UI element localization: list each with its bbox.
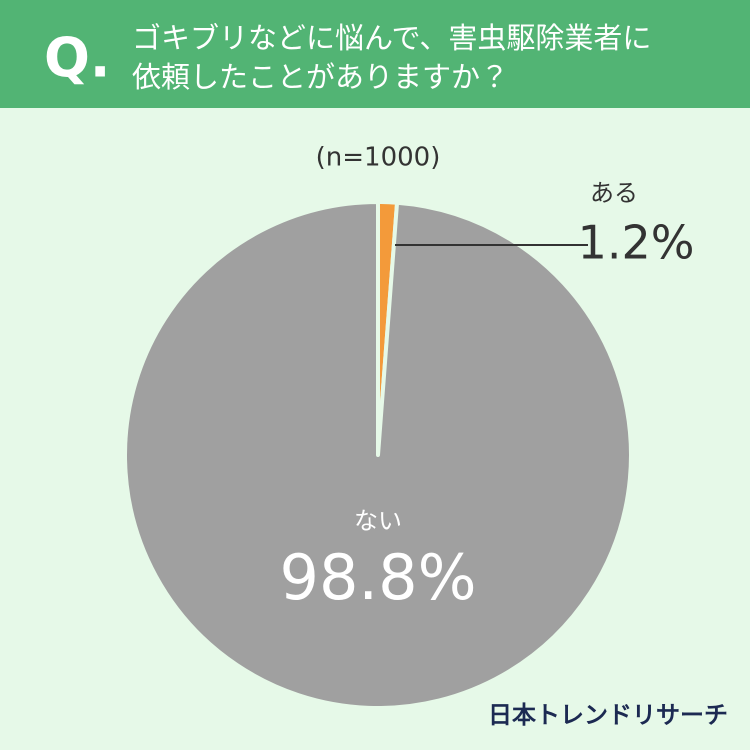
chart-title: ゴキブリなどに悩んで、害虫駆除業者に <box>132 21 651 55</box>
pie-slice <box>123 200 633 710</box>
category-label: ない <box>354 507 402 535</box>
chart-title: 依頼したことがありますか？ <box>132 60 509 94</box>
header-bar <box>0 0 750 108</box>
chart-subtitle: (n=1000) <box>316 143 441 173</box>
source: 日本トレンドリサーチ <box>488 701 728 729</box>
question-badge: Q. <box>44 27 110 90</box>
category-label: ある <box>590 179 638 207</box>
value-label: 1.2% <box>578 216 695 270</box>
value-label: 98.8% <box>280 541 477 614</box>
